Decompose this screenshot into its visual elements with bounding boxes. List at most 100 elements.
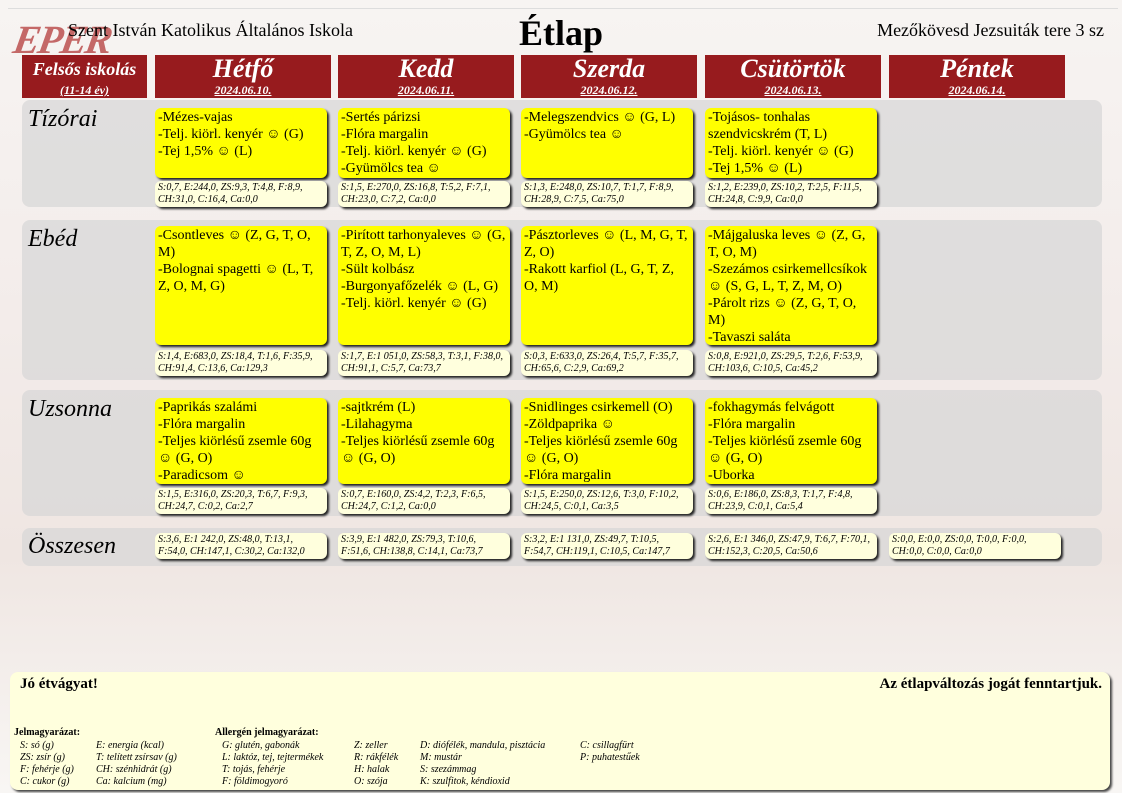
day-date: 2024.06.14.	[948, 83, 1006, 97]
menu-card: -Csontleves ☺ (Z, G, T, O, M) -Bolognai s…	[155, 226, 327, 345]
menu-item: -Mézes-vajas	[158, 110, 233, 125]
menu-item: -Teljes kiörlésű zsemle 60g ☺ (G, O)	[158, 434, 312, 466]
day-name: Kedd	[398, 54, 454, 83]
footer-panel	[10, 672, 1110, 790]
menu-item: -Sertés párizsi	[341, 110, 421, 125]
menu-item: -Uborka	[708, 468, 755, 483]
legend-entry: S: só (g)	[20, 740, 54, 751]
section-label: Ebéd	[28, 226, 78, 252]
allergen-entry: T: tojás, fehérje	[222, 764, 286, 775]
nutrition-info: S:1,5, E:316,0, ZS:20,3, T:6,7, F:9,3, C…	[155, 488, 327, 514]
nutrition-info: S:1,5, E:250,0, ZS:12,6, T:3,0, F:10,2, …	[521, 488, 693, 514]
total-nutrition: S:3,6, E:1 242,0, ZS:48,0, T:13,1, F:54,…	[155, 533, 327, 559]
allergen-entry: P: puhatestűek	[580, 752, 640, 763]
allergen-entry: O: szója	[354, 776, 388, 787]
day-date: 2024.06.11.	[397, 83, 455, 97]
section-label: Uzsonna	[28, 396, 113, 422]
allergen-column: G: glutén, gabonák L: laktóz, tej, tejter…	[222, 740, 323, 788]
menu-item: -Tavaszi saláta	[708, 330, 791, 345]
menu-item: -Zöldpaprika ☺	[524, 417, 615, 432]
menu-item: -Teljes kiörlésű zsemle 60g ☺ (G, O)	[524, 434, 678, 466]
legend-column: S: só (g) ZS: zsír (g) F: fehérje (g) C: cu…	[20, 740, 74, 788]
menu-item: -Sült kolbász	[341, 262, 415, 277]
day-date: 2024.06.10.	[214, 83, 272, 97]
day-date: 2024.06.12.	[580, 83, 638, 97]
group-header: Felsős iskolás (11-14 év)	[22, 55, 147, 98]
allergen-entry: H: halak	[354, 764, 390, 775]
legend-entry: ZS: zsír (g)	[20, 752, 66, 763]
menu-item: -Flóra margalin	[158, 417, 246, 432]
menu-item: -Melegszendvics ☺ (G, L)	[524, 110, 676, 125]
day-header-3: Csütörtök 2024.06.13.	[705, 55, 881, 98]
school-address: Mezőkövesd Jezsuiták tere 3 sz	[877, 20, 1104, 40]
menu-card: -Tojásos- tonhalas szendvicskrém (T, L) -…	[705, 108, 877, 178]
nutrition-info: S:0,7, E:244,0, ZS:9,3, T:4,8, F:8,9, CH…	[155, 181, 327, 207]
nutrition-info: S:1,3, E:248,0, ZS:10,7, T:1,7, F:8,9, C…	[521, 181, 693, 207]
menu-item: -Paprikás szalámi	[158, 400, 258, 415]
menu-item: -Májgaluska leves ☺ (Z, G, T, O, M)	[708, 228, 866, 260]
nutrition-info: S:0,8, E:921,0, ZS:29,5, T:2,6, F:53,9, …	[705, 350, 877, 376]
day-header-1: Kedd 2024.06.11.	[338, 55, 514, 98]
page-title: Étlap	[519, 13, 604, 53]
menu-item: -Teljes kiörlésű zsemle 60g ☺ (G, O)	[708, 434, 862, 466]
legend-entry: Ca: kalcium (mg)	[96, 776, 167, 787]
menu-card: -fokhagymás felvágott -Flóra margalin -Tel…	[705, 398, 877, 484]
nutrition-info: S:1,2, E:239,0, ZS:10,2, T:2,5, F:11,5, …	[705, 181, 877, 207]
nutrition-info: S:1,5, E:270,0, ZS:16,8, T:5,2, F:7,1, C…	[338, 181, 510, 207]
allergen-entry: G: glutén, gabonák	[222, 740, 300, 751]
menu-card: -Pirított tarhonyaleves ☺ (G, T, Z, O, M…	[338, 226, 510, 345]
total-nutrition: S:3,9, E:1 482,0, ZS:79,3, T:10,6, F:51,…	[338, 533, 510, 559]
menu-item: -Burgonyafőzelék ☺ (L, G)	[341, 279, 499, 294]
greeting: Jó étvágyat!	[20, 676, 98, 692]
menu-item: -Pirított tarhonyaleves ☺ (G, T, Z, O, M…	[341, 228, 506, 260]
legend-entry: C: cukor (g)	[20, 776, 70, 787]
day-header-4: Péntek 2024.06.14.	[889, 55, 1065, 98]
day-name: Csütörtök	[740, 54, 846, 83]
legend-column: E: energia (kcal) T: telített zsírsav (g)…	[96, 740, 177, 788]
menu-card: -Melegszendvics ☺ (G, L) -Gyümölcs tea ☺	[521, 108, 693, 178]
group-age: (11-14 év)	[60, 83, 109, 97]
allergen-entry: K: szulfitok, kéndioxid	[420, 776, 510, 787]
day-header-0: Hétfő 2024.06.10.	[155, 55, 331, 98]
menu-item: -Tej 1,5% ☺ (L)	[158, 144, 253, 159]
menu-item: -Csontleves ☺ (Z, G, T, O, M)	[158, 228, 311, 260]
allergen-entry: S: szezámmag	[420, 764, 477, 775]
menu-item: -Telj. kiörl. kenyér ☺ (G)	[341, 296, 487, 311]
menu-item: -Flóra margalin	[341, 127, 429, 142]
total-nutrition: S:0,0, E:0,0, ZS:0,0, T:0,0, F:0,0, CH:0…	[889, 533, 1061, 559]
section-label: Tízórai	[28, 106, 98, 132]
change-notice: Az étlapváltozás jogát fenntartjuk.	[879, 676, 1102, 692]
totals-label: Összesen	[28, 533, 116, 559]
day-name: Hétfő	[212, 54, 274, 83]
nutrition-info: S:0,7, E:160,0, ZS:4,2, T:2,3, F:6,5, CH…	[338, 488, 510, 514]
nutrition-info: S:1,4, E:683,0, ZS:18,4, T:1,6, F:35,9, …	[155, 350, 327, 376]
menu-card: -Pásztorleves ☺ (L, M, G, T, Z, O) -Rakot…	[521, 226, 693, 345]
allergen-column: C: csillagfürt P: puhatestűek	[580, 740, 640, 764]
menu-item: -Snidlinges csirkemell (O)	[524, 400, 673, 415]
menu-item: -Rakott karfiol (L, G, T, Z, O, M)	[524, 262, 674, 294]
allergen-entry: L: laktóz, tej, tejtermékek	[222, 752, 324, 763]
nutrition-info: S:0,3, E:633,0, ZS:26,4, T:5,7, F:35,7, …	[521, 350, 693, 376]
menu-item: -Telj. kiörl. kenyér ☺ (G)	[708, 144, 854, 159]
nutrition-info: S:0,6, E:186,0, ZS:8,3, T:1,7, F:4,8, CH…	[705, 488, 877, 514]
school-name: Szent István Katolikus Általános Iskola	[68, 20, 353, 40]
allergen-entry: R: rákfélék	[354, 752, 399, 763]
allergen-entry: Z: zeller	[354, 740, 388, 751]
menu-item: -Pásztorleves ☺ (L, M, G, T, Z, O)	[524, 228, 688, 260]
legend-entry: T: telített zsírsav (g)	[96, 752, 177, 763]
allergen-entry: F: földimogyoró	[222, 776, 288, 787]
day-name: Péntek	[940, 54, 1014, 83]
day-header-2: Szerda 2024.06.12.	[521, 55, 697, 98]
menu-item: -Teljes kiörlésű zsemle 60g ☺ (G, O)	[341, 434, 495, 466]
allergen-entry: D: diófélék, mandula, pisztácia	[420, 740, 546, 751]
day-name: Szerda	[572, 54, 646, 83]
allergen-legend-title: Allergén jelmagyarázat:	[215, 727, 319, 738]
menu-item: -fokhagymás felvágott	[708, 400, 835, 415]
menu-item: -Gyümölcs tea ☺	[524, 127, 624, 142]
allergen-column: D: diófélék, mandula, pisztácia M: mustár…	[420, 740, 545, 788]
menu-item: -Tej 1,5% ☺ (L)	[708, 161, 803, 176]
menu-item: -Bolognai spagetti ☺ (L, T, Z, O, M, G)	[158, 262, 314, 294]
menu-item: -Telj. kiörl. kenyér ☺ (G)	[341, 144, 487, 159]
legend-entry: CH: szénhidrát (g)	[96, 764, 172, 775]
total-nutrition: S:2,6, E:1 346,0, ZS:47,9, T:6,7, F:70,1…	[705, 533, 877, 559]
